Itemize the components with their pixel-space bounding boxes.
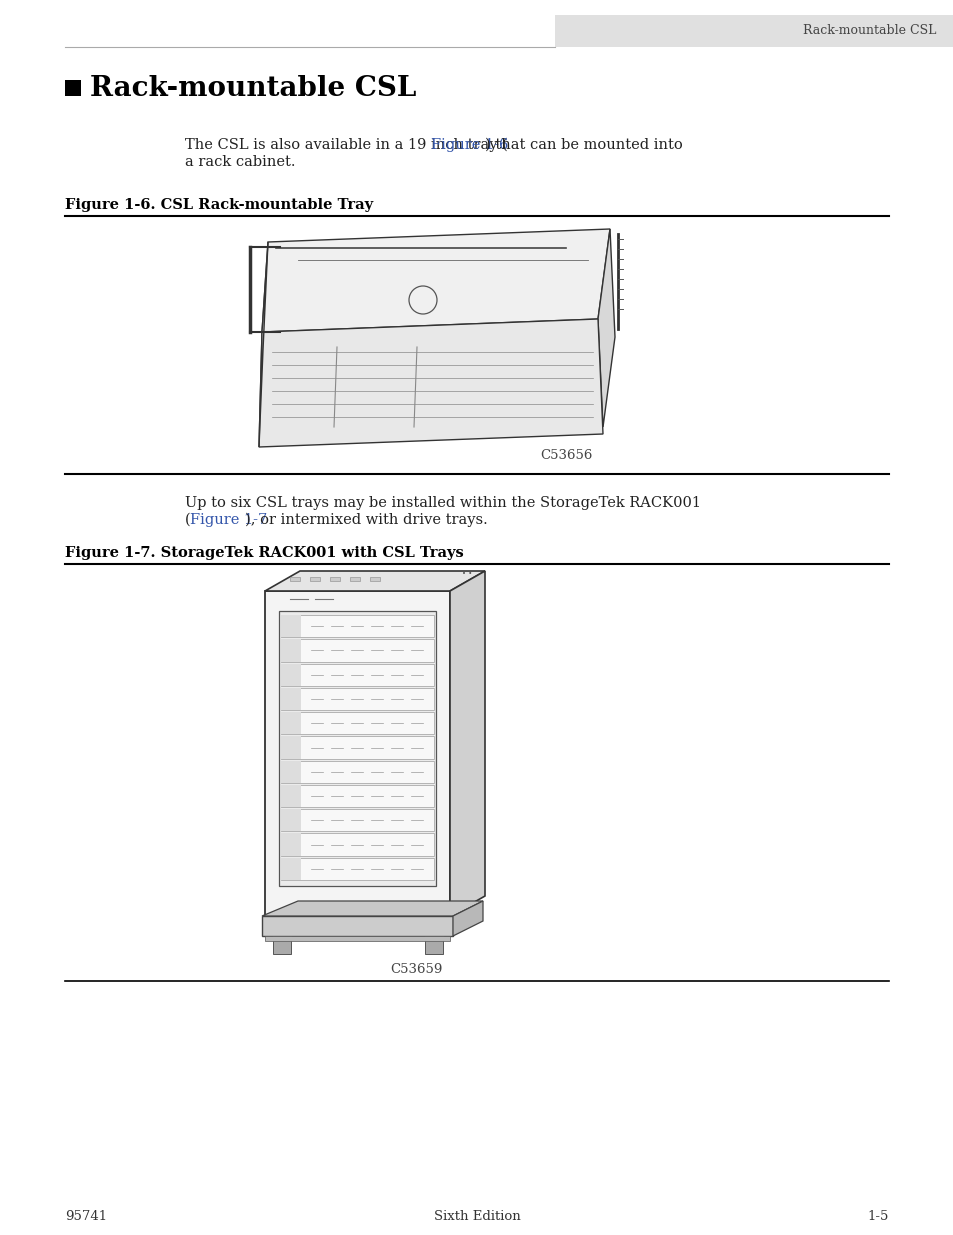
Polygon shape <box>258 242 268 447</box>
Text: C53656: C53656 <box>539 450 592 462</box>
Bar <box>281 858 434 881</box>
Bar <box>281 736 434 758</box>
Bar <box>65 80 81 96</box>
Text: Sixth Edition: Sixth Edition <box>434 1210 519 1223</box>
Polygon shape <box>262 902 482 916</box>
Text: ), or intermixed with drive trays.: ), or intermixed with drive trays. <box>245 513 487 527</box>
Polygon shape <box>453 902 482 936</box>
Text: Rack-mountable CSL: Rack-mountable CSL <box>90 74 416 101</box>
Polygon shape <box>265 571 484 592</box>
Bar <box>281 640 301 662</box>
Bar <box>281 761 301 783</box>
Text: The CSL is also available in a 19 inch tray (: The CSL is also available in a 19 inch t… <box>185 138 507 152</box>
Bar <box>281 713 434 735</box>
Text: Figure 1-6. CSL Rack-mountable Tray: Figure 1-6. CSL Rack-mountable Tray <box>65 198 373 212</box>
Polygon shape <box>450 571 484 916</box>
Bar <box>370 577 380 580</box>
Bar <box>281 663 301 685</box>
Polygon shape <box>265 592 450 916</box>
Bar <box>281 858 301 881</box>
Bar <box>281 834 301 856</box>
Bar <box>330 577 340 580</box>
Bar <box>281 809 301 831</box>
Text: Figure 1-6: Figure 1-6 <box>430 138 508 152</box>
Bar <box>281 834 434 856</box>
Text: 1-5: 1-5 <box>866 1210 888 1223</box>
Bar <box>273 936 291 953</box>
Bar <box>281 761 434 783</box>
Text: Figure 1-7. StorageTek RACK001 with CSL Trays: Figure 1-7. StorageTek RACK001 with CSL … <box>65 546 463 559</box>
Text: • •: • • <box>462 571 472 577</box>
Bar <box>281 809 434 831</box>
Bar <box>281 785 434 808</box>
Bar <box>281 688 434 710</box>
Polygon shape <box>598 228 615 427</box>
Bar <box>262 916 453 936</box>
Bar <box>281 785 301 808</box>
Bar <box>281 736 301 758</box>
Text: Figure 1-7: Figure 1-7 <box>191 513 268 527</box>
Bar <box>281 615 301 637</box>
Text: (: ( <box>185 513 191 527</box>
Bar <box>350 577 360 580</box>
Polygon shape <box>258 319 602 447</box>
Bar <box>281 688 301 710</box>
Text: Rack-mountable CSL: Rack-mountable CSL <box>801 25 935 37</box>
Bar <box>281 663 434 685</box>
Bar <box>281 713 301 735</box>
Bar <box>265 936 450 941</box>
Bar <box>555 15 953 47</box>
Bar <box>278 611 436 885</box>
Text: C53659: C53659 <box>390 963 442 976</box>
Bar <box>281 640 434 662</box>
Polygon shape <box>262 228 609 332</box>
Text: ) that can be mounted into: ) that can be mounted into <box>485 138 682 152</box>
Text: 95741: 95741 <box>65 1210 107 1223</box>
Text: a rack cabinet.: a rack cabinet. <box>185 156 295 169</box>
Text: Up to six CSL trays may be installed within the StorageTek RACK001: Up to six CSL trays may be installed wit… <box>185 496 700 510</box>
Bar <box>281 615 434 637</box>
Bar <box>310 577 320 580</box>
Bar <box>424 936 442 953</box>
Bar <box>291 577 300 580</box>
